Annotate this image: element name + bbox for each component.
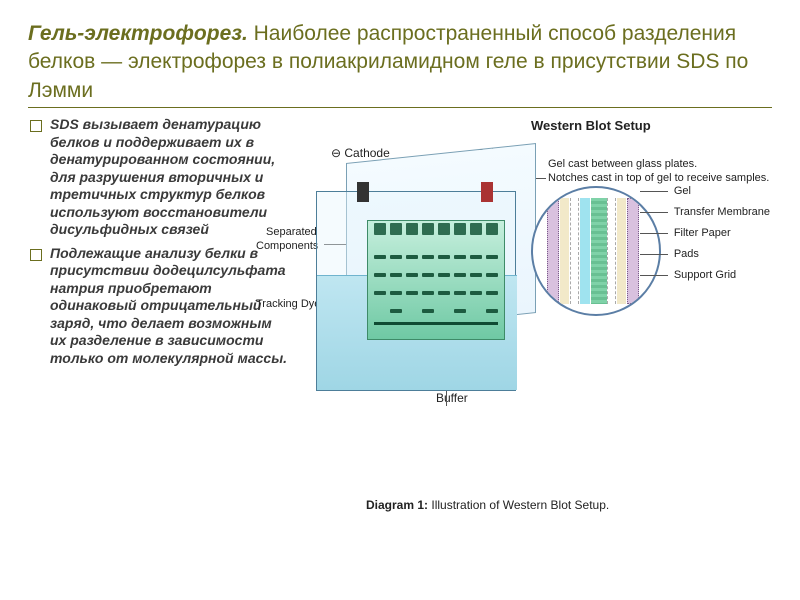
legend-leader bbox=[640, 254, 668, 255]
title-emphasis: Гель-электрофорез. bbox=[28, 22, 248, 45]
tank-front-wall bbox=[316, 191, 516, 391]
lane bbox=[422, 243, 434, 331]
layer-support-grid bbox=[627, 198, 639, 304]
legend-item: Support Grid bbox=[640, 269, 770, 281]
lane bbox=[454, 243, 466, 331]
protein-band bbox=[486, 273, 498, 277]
protein-band bbox=[486, 309, 498, 313]
cross-section-legend: Gel Transfer Membrane Filter Paper Pads … bbox=[640, 176, 770, 290]
protein-band bbox=[438, 291, 450, 295]
lane bbox=[438, 243, 450, 331]
bullet-list: SDS вызывает денатурацию белков и поддер… bbox=[28, 116, 290, 367]
protein-band bbox=[454, 291, 466, 295]
protein-band bbox=[374, 273, 386, 277]
layer-pad bbox=[617, 198, 626, 304]
protein-band bbox=[374, 255, 386, 259]
legend-label: Gel bbox=[674, 185, 691, 197]
protein-band bbox=[454, 309, 466, 313]
left-column: SDS вызывает денатурацию белков и поддер… bbox=[28, 116, 290, 516]
legend-label: Support Grid bbox=[674, 269, 736, 281]
protein-band bbox=[438, 273, 450, 277]
protein-band bbox=[486, 291, 498, 295]
layer-pad bbox=[560, 198, 569, 304]
legend-item: Transfer Membrane bbox=[640, 206, 770, 218]
cathode-electrode bbox=[357, 182, 369, 202]
well bbox=[470, 223, 482, 235]
legend-leader bbox=[640, 212, 668, 213]
lane bbox=[406, 243, 418, 331]
protein-band bbox=[470, 255, 482, 259]
bullet-item: SDS вызывает денатурацию белков и поддер… bbox=[28, 116, 290, 239]
gel-lanes bbox=[374, 243, 498, 331]
well bbox=[486, 223, 498, 235]
sample-wells bbox=[374, 223, 498, 235]
protein-band bbox=[406, 291, 418, 295]
protein-band bbox=[390, 273, 402, 277]
protein-band bbox=[374, 291, 386, 295]
layer-filter-paper bbox=[607, 198, 616, 304]
lane bbox=[374, 243, 386, 331]
gel-cassette bbox=[367, 220, 505, 340]
bullet-item: Подлежащие анализу белки в присутствии д… bbox=[28, 245, 290, 368]
protein-band bbox=[406, 255, 418, 259]
caption-bold: Diagram 1: bbox=[366, 498, 428, 512]
right-column: Western Blot Setup ⊖ Cathode ⊕ Anode Gel… bbox=[296, 116, 772, 516]
protein-band bbox=[486, 255, 498, 259]
protein-band bbox=[470, 273, 482, 277]
slide-title: Гель-электрофорез. Наиболее распростране… bbox=[28, 20, 772, 108]
protein-band bbox=[422, 291, 434, 295]
protein-band bbox=[390, 291, 402, 295]
tracking-dye-front bbox=[374, 322, 498, 325]
legend-leader bbox=[640, 233, 668, 234]
legend-leader bbox=[640, 275, 668, 276]
components-label: Components bbox=[256, 240, 318, 252]
legend-label: Transfer Membrane bbox=[674, 206, 770, 218]
layer-filter-paper bbox=[570, 198, 579, 304]
well bbox=[390, 223, 402, 235]
protein-band bbox=[470, 291, 482, 295]
protein-band bbox=[454, 273, 466, 277]
protein-band bbox=[422, 309, 434, 313]
legend-leader bbox=[640, 191, 668, 192]
legend-label: Pads bbox=[674, 248, 699, 260]
gel-cast-label: Gel cast between glass plates. bbox=[548, 158, 697, 170]
legend-item: Gel bbox=[640, 185, 770, 197]
legend-item: Filter Paper bbox=[640, 227, 770, 239]
tracking-dye-label: Tracking Dye bbox=[256, 298, 320, 310]
protein-band bbox=[406, 273, 418, 277]
anode-electrode bbox=[481, 182, 493, 202]
content-row: SDS вызывает денатурацию белков и поддер… bbox=[28, 116, 772, 516]
separated-label: Separated bbox=[266, 226, 317, 238]
well bbox=[422, 223, 434, 235]
electrophoresis-tank bbox=[316, 171, 536, 401]
legend-item: Pads bbox=[640, 248, 770, 260]
protein-band bbox=[438, 255, 450, 259]
layer-gel bbox=[591, 198, 607, 304]
legend-label: Filter Paper bbox=[674, 227, 731, 239]
well bbox=[374, 223, 386, 235]
caption-rest: Illustration of Western Blot Setup. bbox=[428, 498, 609, 512]
lane bbox=[390, 243, 402, 331]
lane bbox=[470, 243, 482, 331]
lane bbox=[486, 243, 498, 331]
layer-support-grid bbox=[547, 198, 559, 304]
well bbox=[438, 223, 450, 235]
cathode-label: ⊖ Cathode bbox=[331, 146, 390, 160]
well bbox=[454, 223, 466, 235]
protein-band bbox=[390, 255, 402, 259]
western-blot-diagram: Western Blot Setup ⊖ Cathode ⊕ Anode Gel… bbox=[296, 116, 766, 516]
diagram-title: Western Blot Setup bbox=[531, 118, 651, 133]
protein-band bbox=[454, 255, 466, 259]
protein-band bbox=[422, 255, 434, 259]
layer-transfer-membrane bbox=[580, 198, 590, 304]
diagram-caption: Diagram 1: Illustration of Western Blot … bbox=[366, 498, 609, 512]
protein-band bbox=[422, 273, 434, 277]
well bbox=[406, 223, 418, 235]
protein-band bbox=[390, 309, 402, 313]
slide: Гель-электрофорез. Наиболее распростране… bbox=[0, 0, 800, 600]
